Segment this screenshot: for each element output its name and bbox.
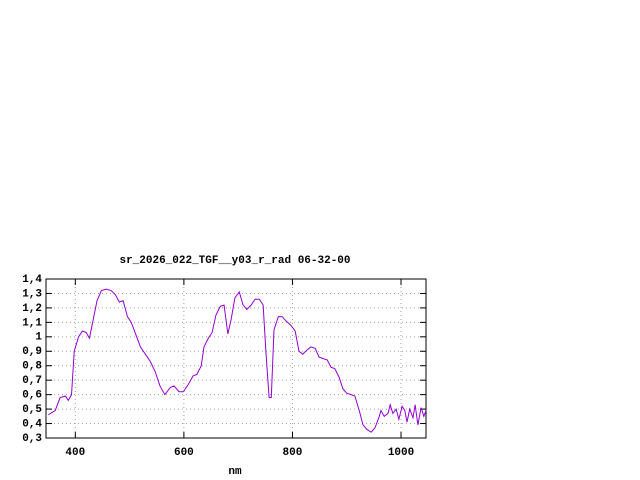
y-tick-label: 0,8 — [22, 361, 42, 373]
y-tick-label: 1,2 — [22, 303, 42, 315]
y-tick-label: 1,3 — [22, 288, 42, 300]
y-tick-label: 0,3 — [22, 433, 42, 445]
y-tick-label: 1 — [35, 332, 42, 344]
y-tick-label: 0,7 — [22, 375, 42, 387]
x-tick-label: 600 — [174, 447, 194, 459]
y-tick-label: 0,6 — [22, 390, 42, 402]
y-tick-label: 1,1 — [22, 317, 42, 329]
x-tick-label: 400 — [65, 447, 85, 459]
y-tick-label: 1,4 — [22, 274, 42, 286]
y-tick-label: 0,5 — [22, 404, 42, 416]
y-tick-label: 0,4 — [22, 418, 42, 430]
x-tick-label: 800 — [283, 447, 303, 459]
plot-frame — [45, 278, 427, 439]
data-line — [47, 288, 427, 433]
chart-title: sr_2026_022_TGF__y03_r_rad 06-32-00 — [119, 255, 350, 267]
x-axis-label: nm — [228, 466, 242, 478]
y-tick-label: 0,9 — [22, 346, 42, 358]
x-tick-label: 1000 — [388, 447, 414, 459]
